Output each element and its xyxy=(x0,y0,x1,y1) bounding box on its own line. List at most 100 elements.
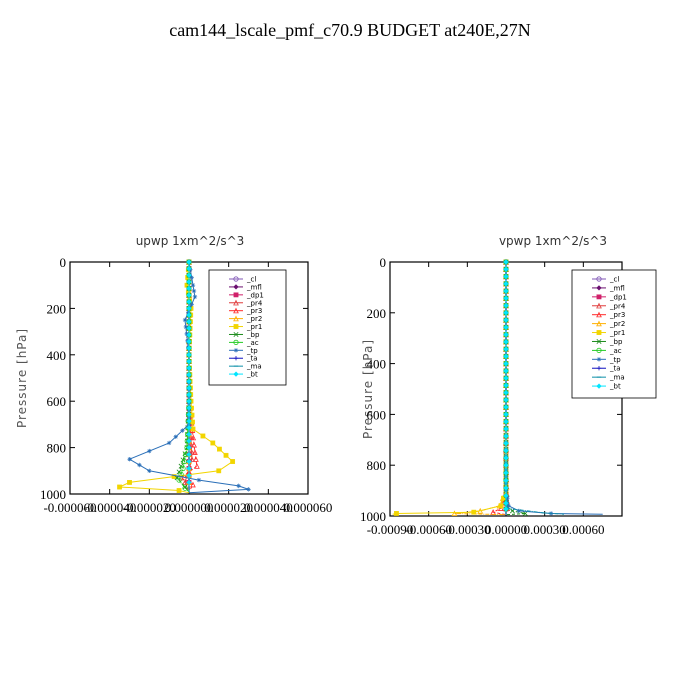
series-point-bt xyxy=(186,438,192,444)
series-point-ac xyxy=(180,465,186,472)
series-point-tp xyxy=(173,434,178,439)
series-point-bt xyxy=(186,292,192,298)
series-point-tp xyxy=(190,283,196,288)
series-point-bt xyxy=(503,346,509,352)
y-tick-label: 1000 xyxy=(40,487,66,502)
x-tick-label: 0.00000 xyxy=(485,522,527,537)
series-point-bt xyxy=(186,405,192,411)
series-point-tp xyxy=(189,275,194,280)
series-point-pr3 xyxy=(190,434,197,441)
series-point-tp xyxy=(180,428,185,433)
series-point-pr1 xyxy=(117,484,122,490)
series-point-bt xyxy=(186,444,192,451)
series-point-tp xyxy=(516,508,522,514)
legend-marker xyxy=(233,339,239,345)
figure-title: cam144_lscale_pmf_c70.9 BUDGET at240E,27… xyxy=(169,20,531,40)
x-tick-label: -0.00030 xyxy=(444,522,491,537)
panel-title: upwp 1xm^2/s^3 xyxy=(136,234,245,248)
series-point-bt xyxy=(186,372,192,378)
legend-label: _pr2 xyxy=(246,315,262,323)
series-point-bt xyxy=(503,310,509,316)
series-point-pr3 xyxy=(190,481,196,488)
legend-label: _ma xyxy=(609,374,625,382)
series-point-bt xyxy=(503,360,509,367)
legend-marker xyxy=(596,302,602,309)
series-point-bt xyxy=(503,462,509,468)
series-point-bt xyxy=(186,391,192,398)
series-point-bt xyxy=(186,338,192,345)
series-point-tp xyxy=(184,331,189,337)
series-point-bt xyxy=(186,365,192,371)
series-point-tp xyxy=(506,503,511,509)
series-point-tp xyxy=(191,288,197,294)
series-point-bt xyxy=(503,506,509,512)
y-tick-label: 1000 xyxy=(360,509,386,524)
y-axis-label: Pressure [hPa] xyxy=(15,328,29,428)
series-point-tp xyxy=(147,448,152,454)
legend-label: _ta xyxy=(609,365,621,373)
series-point-pr1 xyxy=(217,446,222,452)
y-tick-label: 600 xyxy=(367,407,387,422)
legend-label: _dp1 xyxy=(246,291,264,299)
panel-1: upwp 1xm^2/s^3 Pressure [hPa] 0 200 400 600 80… xyxy=(15,234,332,515)
legend-marker xyxy=(233,331,239,337)
legend-label: _pr3 xyxy=(246,307,262,315)
series-point-pr3 xyxy=(191,441,197,448)
y-tick-label: 800 xyxy=(367,458,387,473)
legend-marker xyxy=(233,315,239,322)
series-point-bt xyxy=(186,266,192,272)
series-point-bt xyxy=(503,500,509,506)
x-tick-label: -0.000040 xyxy=(83,500,136,515)
legend-marker xyxy=(233,348,239,353)
series-point-tp xyxy=(505,496,510,501)
series-point-bt xyxy=(186,272,192,278)
legend-label: _bt xyxy=(609,383,621,391)
legend-label: _ac xyxy=(246,339,259,347)
series-point-bt xyxy=(503,288,509,294)
y-tick-label: 600 xyxy=(47,394,67,409)
x-tick-label: 0.000040 xyxy=(244,500,293,515)
legend-marker xyxy=(596,366,602,371)
legend-label: _mfl xyxy=(609,284,625,292)
series-point-pr1 xyxy=(498,503,504,509)
series-point-bt xyxy=(186,259,192,265)
series-point-bt xyxy=(186,425,192,431)
series-point-pr2 xyxy=(451,510,458,517)
series-point-pr3 xyxy=(194,463,200,469)
legend-marker xyxy=(596,330,602,335)
series-point-bt xyxy=(186,385,192,391)
series-point-bt xyxy=(503,455,509,461)
series-point-bt xyxy=(186,358,192,365)
series-point-bt xyxy=(503,368,509,374)
y-tick-label: 400 xyxy=(47,348,67,363)
legend-marker xyxy=(596,383,602,389)
series-point-bt xyxy=(503,324,509,330)
legend-marker xyxy=(596,294,602,300)
series-point-bt xyxy=(503,404,509,410)
series-point-bt xyxy=(186,418,192,424)
legend-marker xyxy=(596,338,602,344)
series-point-tp xyxy=(192,294,198,299)
series-line-pr2 xyxy=(454,262,507,516)
series-point-bt xyxy=(186,319,192,325)
series-point-pr1 xyxy=(471,509,477,515)
series-point-pr4 xyxy=(182,479,188,486)
legend-label: _cl xyxy=(246,276,256,284)
panel-2: vpwp 1xm^2/s^3 Pressure [hPa] 0 200 400 600 80… xyxy=(360,234,657,537)
x-tick-label: 0.00030 xyxy=(524,522,566,537)
legend-label: _bt xyxy=(246,371,258,379)
series-point-bt xyxy=(503,477,509,484)
legend-marker xyxy=(233,324,239,329)
series-point-bt xyxy=(186,305,192,312)
x-tick-label: 0.00060 xyxy=(562,522,604,537)
series-point-tp xyxy=(166,440,172,446)
series-point-ac xyxy=(182,485,188,491)
series-point-pr1 xyxy=(216,468,222,474)
legend-label: _pr4 xyxy=(609,302,626,310)
x-tick-label: -0.00060 xyxy=(405,522,452,537)
series-point-pr1 xyxy=(394,511,399,516)
legend-marker xyxy=(596,311,602,318)
series-point-pr4 xyxy=(188,441,195,448)
series-point-tp xyxy=(147,468,152,473)
